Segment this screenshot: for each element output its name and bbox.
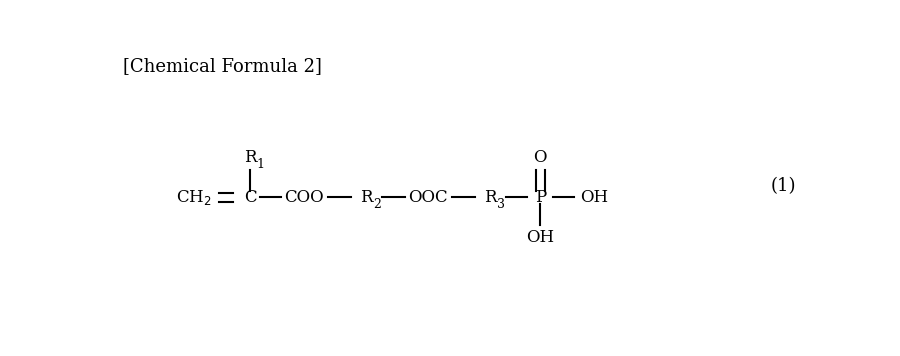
Text: OOC: OOC	[408, 189, 447, 206]
Text: (1): (1)	[770, 177, 796, 195]
Text: COO: COO	[284, 189, 324, 206]
Text: O: O	[534, 149, 547, 166]
Text: 1: 1	[256, 158, 265, 171]
Text: R: R	[483, 189, 496, 206]
Text: R: R	[244, 149, 256, 166]
Text: P: P	[535, 189, 546, 206]
Text: OH: OH	[580, 189, 608, 206]
Text: R: R	[360, 189, 373, 206]
Text: 2: 2	[373, 198, 381, 211]
Text: CH$_2$: CH$_2$	[176, 188, 212, 207]
Text: OH: OH	[526, 229, 554, 246]
Text: 3: 3	[497, 198, 505, 211]
Text: [Chemical Formula 2]: [Chemical Formula 2]	[122, 57, 321, 74]
Text: C: C	[244, 189, 256, 206]
